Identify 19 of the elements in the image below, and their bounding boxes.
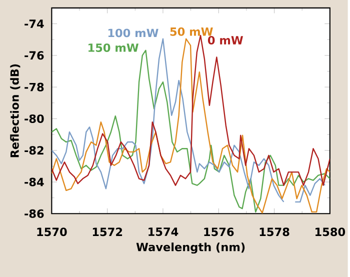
y-tick-label: -86 [24,209,44,218]
x-tick-label: 1574 [148,227,178,236]
y-tick-label: -84 [24,178,44,186]
y-tick-label: -78 [24,82,44,92]
series-label: 150 mW [88,43,138,52]
series-label: 0 mW [208,36,243,44]
y-axis-title: Reflection (dB) [10,64,20,158]
x-tick-label: 1570 [37,227,67,236]
x-axis-title: Wavelength (nm) [136,242,245,254]
series-label: 100 mW [108,28,158,38]
series-label: 50 mW [170,27,213,36]
x-tick-label: 1580 [316,227,346,236]
y-tick-label: -76 [24,51,44,60]
y-tick-label: -80 [24,114,44,123]
y-tick-label: -82 [24,146,44,154]
x-tick-label: 1576 [204,227,234,236]
x-tick-label: 1572 [92,227,122,236]
x-tick-label: 1578 [260,227,290,236]
y-tick-label: -74 [24,20,44,28]
